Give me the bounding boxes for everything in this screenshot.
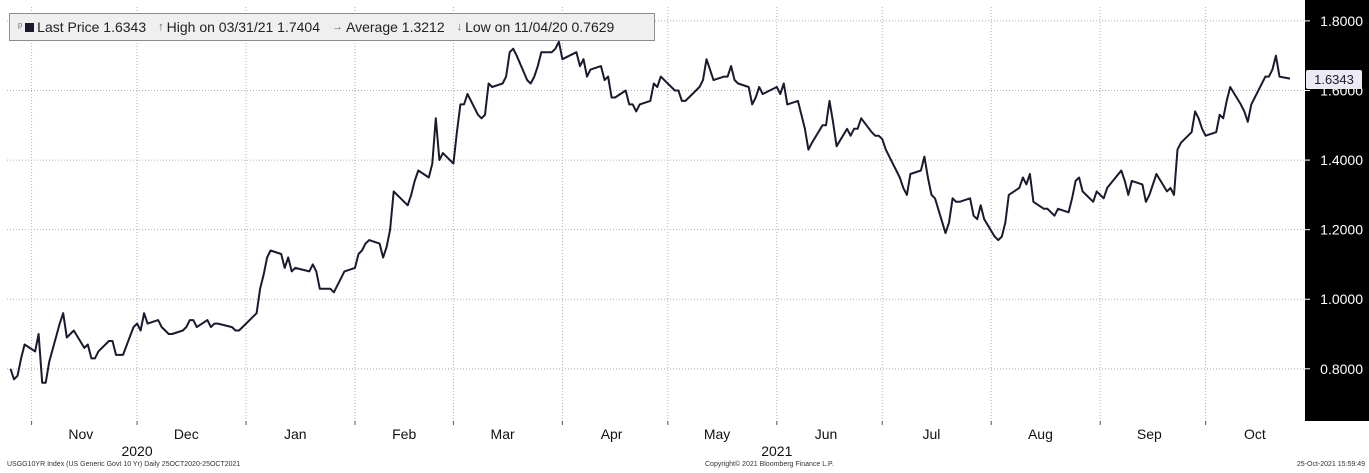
x-month-label: Dec	[174, 426, 199, 442]
y-tick-label: 0.8000	[1320, 361, 1363, 377]
legend-low-text: Low on 11/04/20 0.7629	[465, 19, 615, 35]
x-month-label: Sep	[1137, 426, 1162, 442]
average-marker-icon: →	[332, 21, 343, 33]
legend: ᵖ Last Price 1.6343 ↑ High on 03/31/21 1…	[9, 13, 655, 41]
legend-average-text: Average 1.3212	[346, 19, 445, 35]
x-month-label: Jan	[284, 426, 307, 442]
pin-icon: ᵖ	[18, 21, 23, 33]
x-axis-labels: OctNovDecJanFebMarAprMayJunJulAugSepOct2…	[31, 421, 1266, 459]
x-month-label: May	[704, 426, 730, 442]
last-price-tag: 1.6343	[1306, 70, 1362, 89]
x-month-label: Jun	[815, 426, 838, 442]
x-month-label: Oct	[1244, 426, 1266, 442]
series-swatch-icon	[25, 22, 35, 32]
y-tick-label: 1.0000	[1320, 291, 1363, 307]
x-year-label: 2021	[761, 443, 792, 459]
plot-background	[7, 7, 1305, 421]
legend-high: ↑ High on 03/31/21 1.7404	[158, 19, 320, 35]
y-axis-panel	[1305, 0, 1369, 421]
x-month-label: Feb	[392, 426, 416, 442]
x-month-label: Mar	[491, 426, 515, 442]
x-month-label: Aug	[1028, 426, 1053, 442]
footer-copyright: Copyright© 2021 Bloomberg Finance L.P.	[705, 461, 834, 468]
x-month-label: Nov	[68, 426, 93, 442]
y-tick-label: 1.4000	[1320, 152, 1363, 168]
grid-lines	[7, 7, 1305, 421]
legend-last-price-text: Last Price 1.6343	[37, 19, 147, 35]
footer-timestamp: 25-Oct-2021 15:59:49	[1296, 461, 1365, 468]
legend-average: → Average 1.3212	[332, 19, 445, 35]
high-marker-icon: ↑	[158, 21, 164, 33]
low-marker-icon: ↓	[456, 21, 463, 33]
footer-source: USGG10YR Index (US Generic Govt 10 Yr) D…	[7, 461, 241, 468]
legend-last-price: ᵖ Last Price 1.6343	[18, 19, 146, 35]
x-month-label: Apr	[601, 426, 623, 442]
x-month-label: Jul	[923, 426, 941, 442]
legend-high-text: High on 03/31/21 1.7404	[166, 19, 320, 35]
y-tick-label: 1.2000	[1320, 222, 1363, 238]
x-year-label: 2020	[121, 443, 152, 459]
legend-low: ↓ Low on 11/04/20 0.7629	[457, 19, 615, 35]
price-line	[9, 40, 1291, 384]
y-tick-label: 1.8000	[1320, 13, 1363, 29]
